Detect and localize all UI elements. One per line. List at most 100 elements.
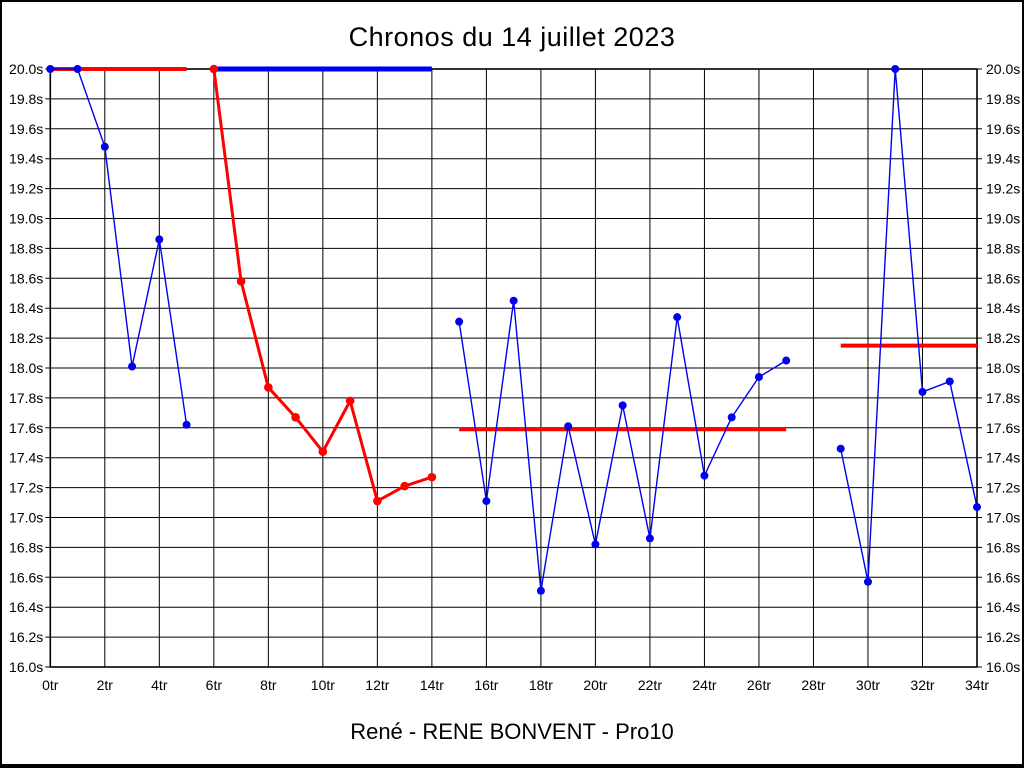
x-axis-label: 14tr <box>420 677 444 693</box>
x-axis-label: 18tr <box>529 677 553 693</box>
data-point-serie-bleue-1 <box>100 142 109 151</box>
data-point-serie-rouge <box>400 481 409 491</box>
data-point-serie-rouge <box>209 64 219 74</box>
data-point-serie-bleue-3 <box>891 65 900 73</box>
y-axis-label-right: 17.6s <box>986 420 1020 436</box>
y-axis-label-left: 16.2s <box>9 629 43 645</box>
plot-border <box>49 68 978 668</box>
y-axis-label-right: 19.4s <box>986 151 1020 167</box>
data-point-serie-bleue-3 <box>973 503 981 512</box>
y-axis-label-right: 16.4s <box>986 599 1020 615</box>
y-axis-label-right: 17.4s <box>986 450 1020 466</box>
data-point-serie-bleue-2 <box>591 540 600 549</box>
y-axis-label-left: 19.2s <box>9 181 43 197</box>
y-axis-label-right: 16.0s <box>986 659 1020 675</box>
y-axis-label-right: 17.8s <box>986 390 1020 406</box>
x-axis-label: 10tr <box>311 677 335 693</box>
y-axis-label-right: 20.0s <box>986 61 1020 77</box>
data-point-serie-bleue-1 <box>155 235 164 244</box>
x-axis-label: 0tr <box>42 677 59 693</box>
x-axis-label: 30tr <box>856 677 880 693</box>
y-axis-label-left: 20.0s <box>9 61 43 77</box>
y-axis-label-right: 16.8s <box>986 539 1020 555</box>
y-axis-label-left: 18.2s <box>9 330 43 346</box>
y-axis-label-right: 19.0s <box>986 211 1020 227</box>
y-axis-label-left: 16.8s <box>9 539 43 555</box>
data-point-serie-bleue-2 <box>727 413 736 422</box>
data-point-serie-rouge <box>291 413 300 422</box>
y-axis-label-left: 16.0s <box>9 659 43 675</box>
y-axis-label-right: 16.6s <box>986 569 1020 585</box>
data-point-serie-bleue-3 <box>945 377 954 386</box>
x-axis-label: 22tr <box>638 677 662 693</box>
x-axis-label: 8tr <box>260 677 277 693</box>
x-axis-label: 26tr <box>747 677 771 693</box>
data-point-serie-bleue-2 <box>564 422 573 431</box>
data-point-serie-bleue-2 <box>482 497 491 506</box>
y-axis-label-left: 19.8s <box>9 91 43 107</box>
data-point-serie-bleue-2 <box>645 534 654 543</box>
data-point-serie-rouge <box>318 447 328 457</box>
x-axis-label: 34tr <box>965 677 989 693</box>
y-axis-label-left: 19.6s <box>9 121 43 137</box>
x-axis-label: 4tr <box>151 677 168 693</box>
data-point-serie-bleue-2 <box>754 372 763 381</box>
data-point-serie-rouge <box>373 496 382 506</box>
y-axis-label-left: 18.0s <box>9 360 43 376</box>
y-axis-label-right: 16.2s <box>986 629 1020 645</box>
series-line-serie-bleue-1 <box>50 68 188 425</box>
data-point-serie-bleue-1 <box>73 65 82 73</box>
y-axis-label-left: 16.4s <box>9 599 43 615</box>
data-point-serie-bleue-3 <box>918 387 927 396</box>
chart-caption: René - RENE BONVENT - Pro10 <box>350 719 674 744</box>
x-axis-label: 20tr <box>583 677 607 693</box>
y-axis-label-left: 17.6s <box>9 420 43 436</box>
data-point-serie-bleue-2 <box>673 313 682 322</box>
data-point-serie-rouge <box>264 383 273 392</box>
data-point-serie-rouge <box>345 396 355 406</box>
data-point-serie-bleue-3 <box>863 577 872 586</box>
y-axis-label-right: 18.8s <box>986 240 1020 256</box>
x-axis-label: 16tr <box>474 677 498 693</box>
y-axis-label-right: 17.0s <box>986 510 1020 526</box>
data-point-serie-bleue-1 <box>128 362 137 371</box>
y-axis-label-left: 17.8s <box>9 390 43 406</box>
y-axis-label-left: 17.4s <box>9 450 43 466</box>
data-point-serie-bleue-2 <box>618 401 627 410</box>
x-axis-label: 2tr <box>97 677 114 693</box>
y-axis-label-left: 18.8s <box>9 240 43 256</box>
chart-title: Chronos du 14 juillet 2023 <box>348 22 676 52</box>
y-axis-label-right: 18.0s <box>986 360 1020 376</box>
y-axis-label-right: 18.6s <box>986 270 1020 286</box>
data-point-serie-bleue-2 <box>536 586 545 595</box>
data-point-serie-bleue-2 <box>700 471 709 480</box>
x-axis-label: 6tr <box>206 677 223 693</box>
y-axis-label-left: 19.0s <box>9 211 43 227</box>
y-axis-label-left: 17.0s <box>9 510 43 526</box>
y-axis-label-right: 19.6s <box>986 121 1020 137</box>
data-point-serie-bleue-3 <box>836 444 845 453</box>
y-axis-label-right: 17.2s <box>986 480 1020 496</box>
y-axis-label-right: 18.2s <box>986 330 1020 346</box>
data-point-serie-bleue-1 <box>46 65 55 73</box>
data-point-serie-bleue-1 <box>182 420 191 429</box>
x-axis-label: 24tr <box>692 677 716 693</box>
y-axis-label-right: 18.4s <box>986 300 1020 316</box>
data-point-serie-bleue-2 <box>782 356 791 365</box>
y-axis-label-right: 19.2s <box>986 181 1020 197</box>
y-axis-label-left: 17.2s <box>9 480 43 496</box>
y-axis-label-left: 19.4s <box>9 151 43 167</box>
data-point-serie-rouge <box>236 276 246 286</box>
data-point-serie-bleue-2 <box>455 317 464 326</box>
y-axis-label-left: 16.6s <box>9 569 43 585</box>
data-point-serie-bleue-2 <box>509 296 518 305</box>
x-axis-label: 28tr <box>801 677 825 693</box>
y-axis-label-right: 19.8s <box>986 91 1020 107</box>
x-axis-label: 32tr <box>910 677 934 693</box>
data-point-serie-rouge <box>427 472 437 482</box>
x-axis-label: 12tr <box>365 677 389 693</box>
y-axis-label-left: 18.4s <box>9 300 43 316</box>
series-line-serie-bleue-3 <box>840 68 978 583</box>
